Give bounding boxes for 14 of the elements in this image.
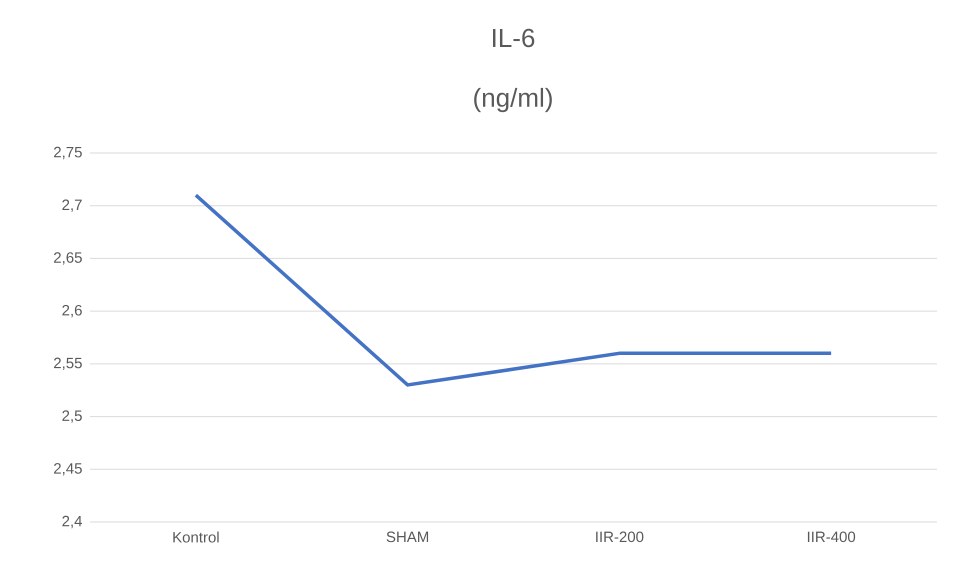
y-tick-label: 2,4 <box>62 516 82 528</box>
y-tick-label: 2,55 <box>54 358 82 370</box>
x-tick-label: Kontrol <box>173 532 219 543</box>
y-tick-label: 2,5 <box>62 410 82 423</box>
y-tick-label: 2,6 <box>62 304 82 318</box>
chart-title: IL-6 <box>493 28 534 48</box>
y-tick-label: 2,65 <box>54 252 82 265</box>
chart-subtitle: (ng/ml) <box>474 88 552 112</box>
y-tick-label: 2,75 <box>54 146 82 160</box>
y-tick-label: 2,7 <box>62 200 82 212</box>
x-tick-label: IIR-200 <box>596 532 644 542</box>
y-tick-label: 2,45 <box>54 463 82 476</box>
x-tick-label: IIR-400 <box>808 532 856 542</box>
x-tick-label: SHAM <box>386 532 428 542</box>
